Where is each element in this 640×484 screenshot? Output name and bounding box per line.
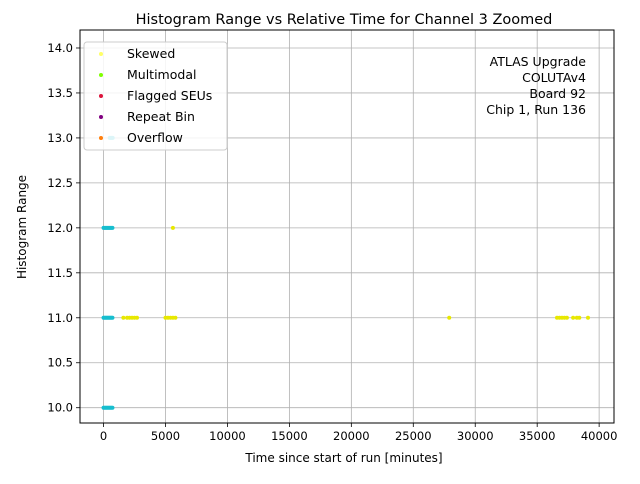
data-point [110,225,115,230]
legend-marker-flagged-seus [99,94,103,98]
annotation-line: Board 92 [529,86,586,101]
annotation-line: Chip 1, Run 136 [486,102,586,117]
data-point [571,315,576,320]
y-tick-label: 10.5 [47,356,73,370]
x-tick-label: 30000 [457,429,494,443]
data-point [564,315,569,320]
legend-marker-overflow [99,136,103,140]
y-axis-label: Histogram Range [15,175,29,279]
legend-label-multimodal: Multimodal [127,67,196,82]
x-tick-label: 10000 [209,429,246,443]
legend-marker-skewed [99,52,103,56]
annotation-line: ATLAS Upgrade [490,54,587,69]
x-tick-label: 5000 [151,429,180,443]
y-tick-label: 11.0 [47,311,73,325]
x-tick-label: 0 [100,429,107,443]
legend-box [83,41,228,151]
data-point [134,315,139,320]
legend: Skewed Multimodal Flagged SEUs Repeat Bi… [83,41,228,151]
y-axis-ticks: 10.0 10.5 11.0 11.5 12.0 12.5 13.0 13.5 14.0 [47,41,80,415]
x-tick-label: 40000 [581,429,618,443]
y-tick-label: 11.5 [47,266,73,280]
y-tick-label: 12.5 [47,176,73,190]
data-point [447,315,452,320]
data-point [110,315,115,320]
legend-label-overflow: Overflow [127,130,183,145]
data-point [121,315,126,320]
legend-label-flagged-seus: Flagged SEUs [127,88,212,103]
data-point [170,225,175,230]
legend-label-repeat-bin: Repeat Bin [127,109,195,124]
y-tick-label: 13.5 [47,86,73,100]
y-tick-label: 10.0 [47,401,73,415]
legend-label-skewed: Skewed [127,46,175,61]
data-point [585,315,590,320]
x-tick-label: 20000 [333,429,370,443]
data-point [110,405,115,410]
legend-marker-repeat-bin [99,115,103,119]
legend-marker-multimodal [99,73,103,77]
annotation: ATLAS Upgrade COLUTAv4 Board 92 Chip 1, … [486,54,586,117]
chart-title: Histogram Range vs Relative Time for Cha… [136,12,553,28]
x-tick-label: 25000 [395,429,432,443]
x-axis-label: Time since start of run [minutes] [244,451,442,465]
x-tick-label: 15000 [271,429,308,443]
data-point [173,315,178,320]
x-tick-label: 35000 [519,429,556,443]
annotation-line: COLUTAv4 [522,70,586,85]
y-tick-label: 14.0 [47,41,73,55]
x-axis-ticks: 0 5000 10000 15000 20000 25000 30000 35000 40000 [100,423,618,443]
data-point [577,315,582,320]
y-tick-label: 12.0 [47,221,73,235]
plot-frame [79,29,615,424]
y-tick-label: 13.0 [47,131,73,145]
